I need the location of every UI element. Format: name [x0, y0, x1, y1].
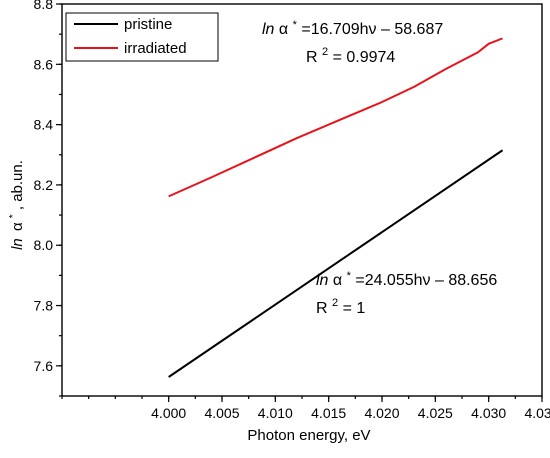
- annotation-irradiated-r2: R 2 = 0.9974: [306, 42, 395, 66]
- annotation-irradiated-alpha: α: [279, 21, 288, 38]
- annotation-irradiated-equation: ln α * =16.709hν – 58.687: [262, 15, 443, 38]
- annotation-pristine-ln: ln: [316, 272, 329, 289]
- y-axis-title-star: *: [8, 214, 19, 218]
- series-layer: [168, 37, 504, 378]
- annotation-irradiated-ln: ln: [262, 21, 275, 38]
- y-tick-label: 7.6: [34, 358, 54, 374]
- legend-label-pristine: pristine: [124, 16, 172, 33]
- y-axis-title-alpha: α: [9, 222, 26, 231]
- y-tick-label: 8.6: [34, 56, 54, 72]
- annotation-pristine-r2: R 2 = 1: [316, 293, 365, 317]
- x-tick-label: 4.015: [311, 405, 346, 421]
- x-tick-label: 4.020: [364, 405, 399, 421]
- x-tick-label: 4.000: [151, 405, 186, 421]
- legend-label-irradiated: irradiated: [124, 40, 187, 57]
- x-tick-label: 4.030: [471, 405, 506, 421]
- annotation-pristine-rest: =24.055hν – 88.656: [355, 272, 497, 289]
- annotation-pristine-equation: ln α * =24.055hν – 88.656: [316, 266, 497, 289]
- annotation-pristine: ln α * =24.055hν – 88.656 R 2 = 1: [316, 266, 497, 317]
- annotation-irradiated-rest: =16.709hν – 58.687: [301, 21, 443, 38]
- y-tick-label: 8.2: [34, 177, 54, 193]
- annotation-pristine-star: *: [347, 270, 352, 282]
- series-line-pristine: [168, 149, 504, 378]
- y-axis-title: ln α * , ab.un.: [3, 160, 26, 250]
- x-tick-label: 4.005: [204, 405, 239, 421]
- y-tick-label: 7.8: [34, 298, 54, 314]
- y-axis-title-rest: , ab.un.: [9, 160, 26, 210]
- x-axis-title: Photon energy, eV: [247, 427, 370, 444]
- plot-area: [61, 3, 543, 397]
- x-tick-label: 4.025: [418, 405, 453, 421]
- x-tick-label: 4.035: [524, 405, 550, 421]
- series-line-irradiated: [168, 37, 503, 198]
- y-tick-label: 8.0: [34, 237, 54, 253]
- legend-box: [65, 12, 219, 62]
- plot-frame: [61, 3, 543, 397]
- legend: pristine irradiated: [65, 12, 219, 62]
- y-tick-label: 8.4: [34, 117, 54, 133]
- annotation-pristine-alpha: α: [333, 272, 342, 289]
- annotation-irradiated: ln α * =16.709hν – 58.687 R 2 = 0.9974: [262, 15, 443, 66]
- y-tick-label: 8.8: [34, 0, 54, 12]
- ticks-layer: 4.000 4.005 4.010 4.015 4.020 4.025 4.030 4.035…: [34, 0, 550, 421]
- y-axis-title-ln: ln: [9, 238, 26, 250]
- x-tick-label: 4.010: [258, 405, 293, 421]
- annotation-irradiated-star: *: [293, 19, 298, 31]
